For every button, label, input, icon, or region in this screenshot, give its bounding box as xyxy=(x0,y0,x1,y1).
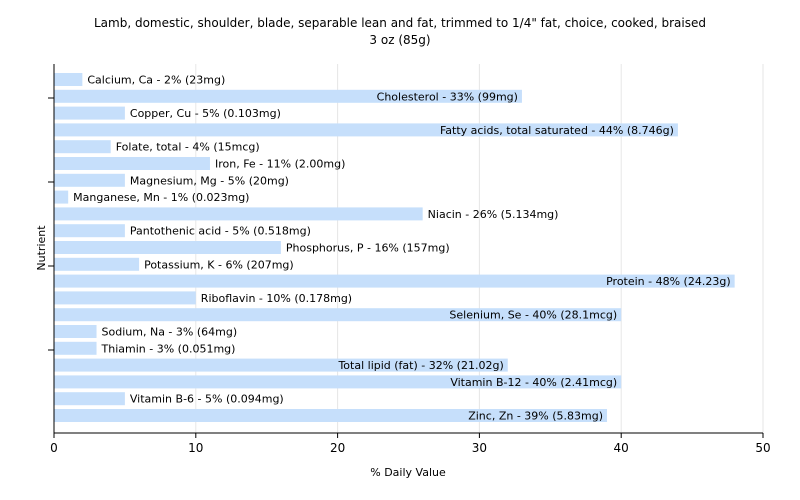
bar-label: Riboflavin - 10% (0.178mg) xyxy=(201,292,352,305)
bars: Calcium, Ca - 2% (23mg) Cholesterol - 33%… xyxy=(54,73,735,423)
bar-label: Phosphorus, P - 16% (157mg) xyxy=(286,242,450,255)
x-tick-label: 0 xyxy=(50,441,58,455)
bar xyxy=(54,257,140,271)
bar xyxy=(54,274,735,288)
bar xyxy=(54,291,196,305)
x-axis-label: % Daily Value xyxy=(370,466,446,479)
axes: 0 10 20 30 40 50 xyxy=(48,64,771,455)
x-tick-label: 30 xyxy=(472,441,487,455)
bar xyxy=(54,341,97,355)
y-axis-label: Nutrient xyxy=(35,225,48,271)
bar-label: Fatty acids, total saturated - 44% (8.74… xyxy=(440,124,674,137)
bar-label: Copper, Cu - 5% (0.103mg) xyxy=(130,107,281,120)
bar-label: Iron, Fe - 11% (2.00mg) xyxy=(215,158,345,171)
bar xyxy=(54,224,125,238)
bar xyxy=(54,358,508,372)
bar xyxy=(54,140,111,154)
bar xyxy=(54,241,281,254)
bar xyxy=(54,325,97,338)
bar xyxy=(54,190,69,204)
bar xyxy=(54,207,423,221)
bar xyxy=(54,392,125,406)
bar-label: Pantothenic acid - 5% (0.518mg) xyxy=(130,225,311,238)
bar-label: Thiamin - 3% (0.051mg) xyxy=(101,342,236,355)
bar-label: Niacin - 26% (5.134mg) xyxy=(428,208,559,221)
x-tick-label: 10 xyxy=(188,441,203,455)
bar-label: Vitamin B-6 - 5% (0.094mg) xyxy=(130,393,284,406)
bar-label: Zinc, Zn - 39% (5.83mg) xyxy=(468,410,603,423)
bar-label: Protein - 48% (24.23g) xyxy=(606,275,731,288)
bar xyxy=(54,157,210,170)
bar-label: Folate, total - 4% (15mcg) xyxy=(116,141,260,154)
bar-label: Sodium, Na - 3% (64mg) xyxy=(102,326,238,339)
bar-label: Total lipid (fat) - 32% (21.02g) xyxy=(337,359,503,372)
bar-label: Calcium, Ca - 2% (23mg) xyxy=(87,74,225,87)
bar xyxy=(54,375,622,389)
bar xyxy=(54,89,522,103)
x-tick-label: 50 xyxy=(755,441,770,455)
bar-label: Magnesium, Mg - 5% (20mg) xyxy=(130,174,289,187)
bar xyxy=(54,123,678,137)
bar-label: Vitamin B-12 - 40% (2.41mcg) xyxy=(450,376,617,389)
chart-subtitle: 3 oz (85g) xyxy=(369,33,430,47)
chart-title: Lamb, domestic, shoulder, blade, separab… xyxy=(94,16,706,30)
x-tick-label: 40 xyxy=(614,441,629,455)
bar xyxy=(54,409,608,422)
bar xyxy=(54,173,125,187)
bar-label: Selenium, Se - 40% (28.1mcg) xyxy=(449,309,617,322)
bar-label: Manganese, Mn - 1% (0.023mg) xyxy=(73,191,249,204)
bar-label: Cholesterol - 33% (99mg) xyxy=(377,90,518,103)
bar-label: Potassium, K - 6% (207mg) xyxy=(144,258,294,271)
bar xyxy=(54,73,83,86)
x-tick-label: 20 xyxy=(330,441,345,455)
bar xyxy=(54,106,125,120)
bar xyxy=(54,308,622,322)
